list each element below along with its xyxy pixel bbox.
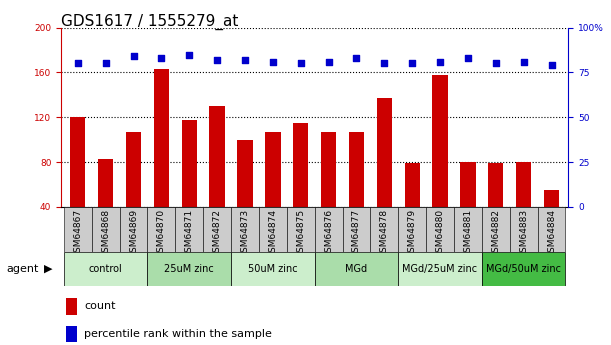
Bar bbox=[92, 207, 120, 252]
Text: GSM64868: GSM64868 bbox=[101, 209, 110, 258]
Point bbox=[73, 61, 82, 66]
Text: GSM64876: GSM64876 bbox=[324, 209, 333, 258]
Text: GSM64877: GSM64877 bbox=[352, 209, 361, 258]
Text: GSM64870: GSM64870 bbox=[157, 209, 166, 258]
Bar bbox=[66, 298, 78, 315]
Bar bbox=[454, 207, 482, 252]
Text: ▶: ▶ bbox=[44, 264, 53, 274]
Point bbox=[185, 52, 194, 57]
Text: GDS1617 / 1555279_at: GDS1617 / 1555279_at bbox=[61, 14, 238, 30]
Text: MGd: MGd bbox=[345, 264, 368, 274]
Bar bbox=[98, 159, 114, 207]
Point bbox=[435, 59, 445, 65]
Text: GSM64873: GSM64873 bbox=[241, 209, 249, 258]
Bar bbox=[237, 140, 253, 207]
Text: control: control bbox=[89, 264, 123, 274]
Point bbox=[296, 61, 306, 66]
Text: agent: agent bbox=[6, 264, 38, 274]
Bar bbox=[404, 163, 420, 207]
Bar bbox=[315, 207, 343, 252]
Text: count: count bbox=[84, 302, 115, 311]
Text: GSM64872: GSM64872 bbox=[213, 209, 222, 258]
Text: GSM64874: GSM64874 bbox=[268, 209, 277, 258]
Point bbox=[212, 57, 222, 63]
Point bbox=[324, 59, 334, 65]
Bar bbox=[343, 207, 370, 252]
Bar bbox=[181, 119, 197, 207]
Bar bbox=[64, 207, 92, 252]
Bar bbox=[287, 207, 315, 252]
Bar bbox=[482, 207, 510, 252]
Text: GSM64875: GSM64875 bbox=[296, 209, 306, 258]
Bar bbox=[349, 132, 364, 207]
Text: 50uM zinc: 50uM zinc bbox=[248, 264, 298, 274]
Text: GSM64883: GSM64883 bbox=[519, 209, 528, 258]
Bar bbox=[398, 252, 482, 286]
Text: percentile rank within the sample: percentile rank within the sample bbox=[84, 329, 272, 339]
Bar bbox=[64, 252, 147, 286]
Bar bbox=[398, 207, 426, 252]
Text: MGd/50uM zinc: MGd/50uM zinc bbox=[486, 264, 561, 274]
Text: 25uM zinc: 25uM zinc bbox=[164, 264, 214, 274]
Bar bbox=[538, 207, 565, 252]
Bar bbox=[370, 207, 398, 252]
Text: GSM64878: GSM64878 bbox=[380, 209, 389, 258]
Bar bbox=[488, 163, 503, 207]
Text: GSM64867: GSM64867 bbox=[73, 209, 82, 258]
Point bbox=[351, 55, 361, 61]
Bar bbox=[210, 106, 225, 207]
Bar bbox=[259, 207, 287, 252]
Text: GSM64884: GSM64884 bbox=[547, 209, 556, 258]
Bar bbox=[147, 252, 231, 286]
Bar bbox=[544, 190, 559, 207]
Point bbox=[379, 61, 389, 66]
Bar bbox=[426, 207, 454, 252]
Bar bbox=[321, 132, 336, 207]
Point bbox=[463, 55, 473, 61]
Bar bbox=[203, 207, 231, 252]
Bar bbox=[147, 207, 175, 252]
Bar bbox=[154, 69, 169, 207]
Bar bbox=[293, 123, 309, 207]
Bar bbox=[231, 252, 315, 286]
Bar bbox=[516, 162, 532, 207]
Point bbox=[156, 55, 166, 61]
Point bbox=[240, 57, 250, 63]
Point bbox=[101, 61, 111, 66]
Bar bbox=[460, 162, 475, 207]
Point bbox=[547, 62, 557, 68]
Bar bbox=[120, 207, 147, 252]
Bar bbox=[175, 207, 203, 252]
Text: GSM64882: GSM64882 bbox=[491, 209, 500, 258]
Point bbox=[491, 61, 500, 66]
Bar bbox=[126, 132, 141, 207]
Point bbox=[129, 53, 139, 59]
Bar bbox=[66, 326, 78, 342]
Text: MGd/25uM zinc: MGd/25uM zinc bbox=[403, 264, 478, 274]
Bar bbox=[433, 75, 448, 207]
Bar bbox=[510, 207, 538, 252]
Text: GSM64871: GSM64871 bbox=[185, 209, 194, 258]
Bar bbox=[482, 252, 565, 286]
Text: GSM64879: GSM64879 bbox=[408, 209, 417, 258]
Bar bbox=[315, 252, 398, 286]
Point bbox=[519, 59, 529, 65]
Text: GSM64869: GSM64869 bbox=[129, 209, 138, 258]
Point bbox=[408, 61, 417, 66]
Bar bbox=[376, 98, 392, 207]
Bar bbox=[265, 132, 280, 207]
Bar bbox=[70, 117, 86, 207]
Point bbox=[268, 59, 278, 65]
Text: GSM64881: GSM64881 bbox=[463, 209, 472, 258]
Bar bbox=[231, 207, 259, 252]
Text: GSM64880: GSM64880 bbox=[436, 209, 445, 258]
